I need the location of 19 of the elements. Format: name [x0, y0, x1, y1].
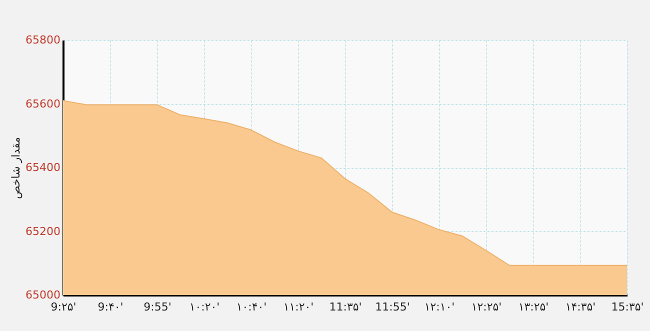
x-tick-label: 11:55'	[375, 300, 410, 314]
y-tick-label: 65200	[26, 224, 60, 238]
x-tick-label: ۱۳:۲۵'	[518, 300, 549, 314]
y-tick-label: 65800	[26, 34, 60, 46]
x-tick-label: ۱۰:۴۰'	[236, 300, 267, 314]
x-tick-label: ۱۱:۲۰'	[283, 300, 314, 314]
x-tick-label: 11:۳۵'	[329, 300, 362, 314]
x-tick-label: ۱۰:۲۰'	[189, 300, 220, 314]
x-tick-label: ۱۲:۲۵'	[471, 300, 502, 314]
y-tick-label: 65400	[26, 161, 60, 174]
y-tick-label: 65000	[26, 288, 60, 302]
x-tick-label: 9:۴۰'	[98, 300, 124, 314]
x-tick-label: 15:۳۵'	[611, 300, 644, 314]
x-tick-label: ۱۲:۱۰'	[424, 300, 455, 314]
x-tick-label: 9:۲۵'	[50, 300, 76, 314]
x-tick-label: ۱۴:۳۵'	[565, 300, 596, 314]
x-tick-label: 9:55'	[144, 300, 172, 314]
y-axis-title: مقدار شاخص	[10, 136, 23, 199]
y-tick-label: 65600	[26, 97, 60, 110]
